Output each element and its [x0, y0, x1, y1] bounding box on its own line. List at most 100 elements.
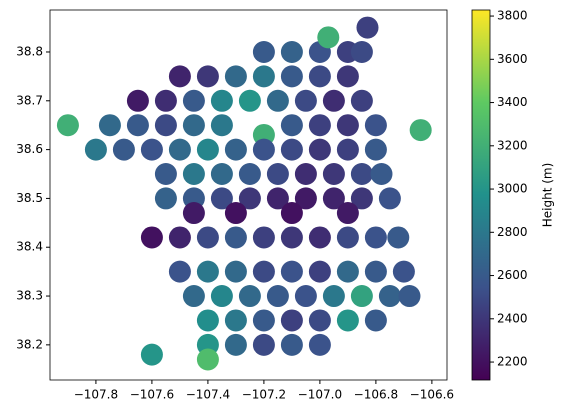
point — [398, 285, 421, 308]
point — [140, 226, 163, 249]
y-tick-label: 38.5 — [16, 191, 43, 205]
point — [252, 309, 275, 332]
point — [252, 40, 275, 63]
point — [336, 114, 359, 137]
point — [252, 65, 275, 88]
point — [168, 260, 191, 283]
point — [252, 333, 275, 356]
point — [196, 309, 219, 332]
point — [182, 202, 205, 225]
colorbar-tick-label: 2800 — [497, 225, 528, 239]
y-tick-label: 38.3 — [16, 289, 43, 303]
point — [322, 163, 345, 186]
point — [350, 163, 373, 186]
point — [308, 114, 331, 137]
point — [364, 309, 387, 332]
point — [336, 309, 359, 332]
x-tick-label: −107.2 — [242, 388, 286, 402]
point — [336, 226, 359, 249]
point — [196, 65, 219, 88]
point — [196, 348, 219, 371]
point — [317, 26, 340, 49]
point — [112, 138, 135, 161]
point — [392, 260, 415, 283]
point — [294, 187, 317, 210]
point — [224, 309, 247, 332]
y-tick-label: 38.7 — [16, 93, 43, 107]
y-tick-label: 38.4 — [16, 240, 43, 254]
x-tick-label: −107.4 — [186, 388, 230, 402]
point — [350, 187, 373, 210]
point — [280, 138, 303, 161]
point — [224, 65, 247, 88]
point — [168, 65, 191, 88]
point — [350, 89, 373, 112]
point — [238, 285, 261, 308]
colorbar-tick-label: 3600 — [497, 52, 528, 66]
point — [364, 138, 387, 161]
point — [182, 285, 205, 308]
point — [308, 138, 331, 161]
point — [322, 89, 345, 112]
point — [336, 202, 359, 225]
point — [308, 65, 331, 88]
point — [266, 285, 289, 308]
point — [308, 226, 331, 249]
point — [210, 285, 233, 308]
point — [266, 163, 289, 186]
point — [84, 138, 107, 161]
point — [154, 89, 177, 112]
point — [140, 138, 163, 161]
point — [356, 16, 379, 39]
colorbar-tick-label: 3800 — [497, 9, 528, 23]
point — [280, 260, 303, 283]
y-tick-label: 38.8 — [16, 44, 43, 58]
point — [370, 163, 393, 186]
point — [98, 114, 121, 137]
y-tick-label: 38.6 — [16, 142, 43, 156]
point — [280, 226, 303, 249]
colorbar-tick-label: 2200 — [497, 355, 528, 369]
point — [224, 202, 247, 225]
x-tick-label: −106.6 — [410, 388, 454, 402]
point — [56, 114, 79, 137]
colorbar-tick-label: 3000 — [497, 182, 528, 196]
point — [308, 309, 331, 332]
point — [322, 187, 345, 210]
point — [294, 89, 317, 112]
point — [126, 114, 149, 137]
colorbar-tick-label: 3200 — [497, 138, 528, 152]
point — [266, 187, 289, 210]
x-tick-label: −107.0 — [298, 388, 342, 402]
point — [364, 226, 387, 249]
colorbar — [471, 9, 491, 381]
point — [336, 260, 359, 283]
point — [140, 343, 163, 366]
point — [280, 40, 303, 63]
point — [154, 187, 177, 210]
point — [350, 285, 373, 308]
point — [252, 138, 275, 161]
point — [210, 163, 233, 186]
point — [308, 260, 331, 283]
point — [350, 40, 373, 63]
x-tick-label: −107.8 — [74, 388, 118, 402]
point — [224, 260, 247, 283]
point — [238, 187, 261, 210]
point — [252, 260, 275, 283]
point — [387, 226, 410, 249]
point — [280, 333, 303, 356]
point — [224, 138, 247, 161]
point — [280, 309, 303, 332]
colorbar-tick-label: 2600 — [497, 268, 528, 282]
point — [182, 163, 205, 186]
point — [336, 65, 359, 88]
point — [168, 138, 191, 161]
point — [378, 285, 401, 308]
point — [308, 333, 331, 356]
point — [336, 138, 359, 161]
plot-area — [56, 16, 432, 371]
y-tick-label: 38.2 — [16, 337, 43, 351]
point — [224, 226, 247, 249]
